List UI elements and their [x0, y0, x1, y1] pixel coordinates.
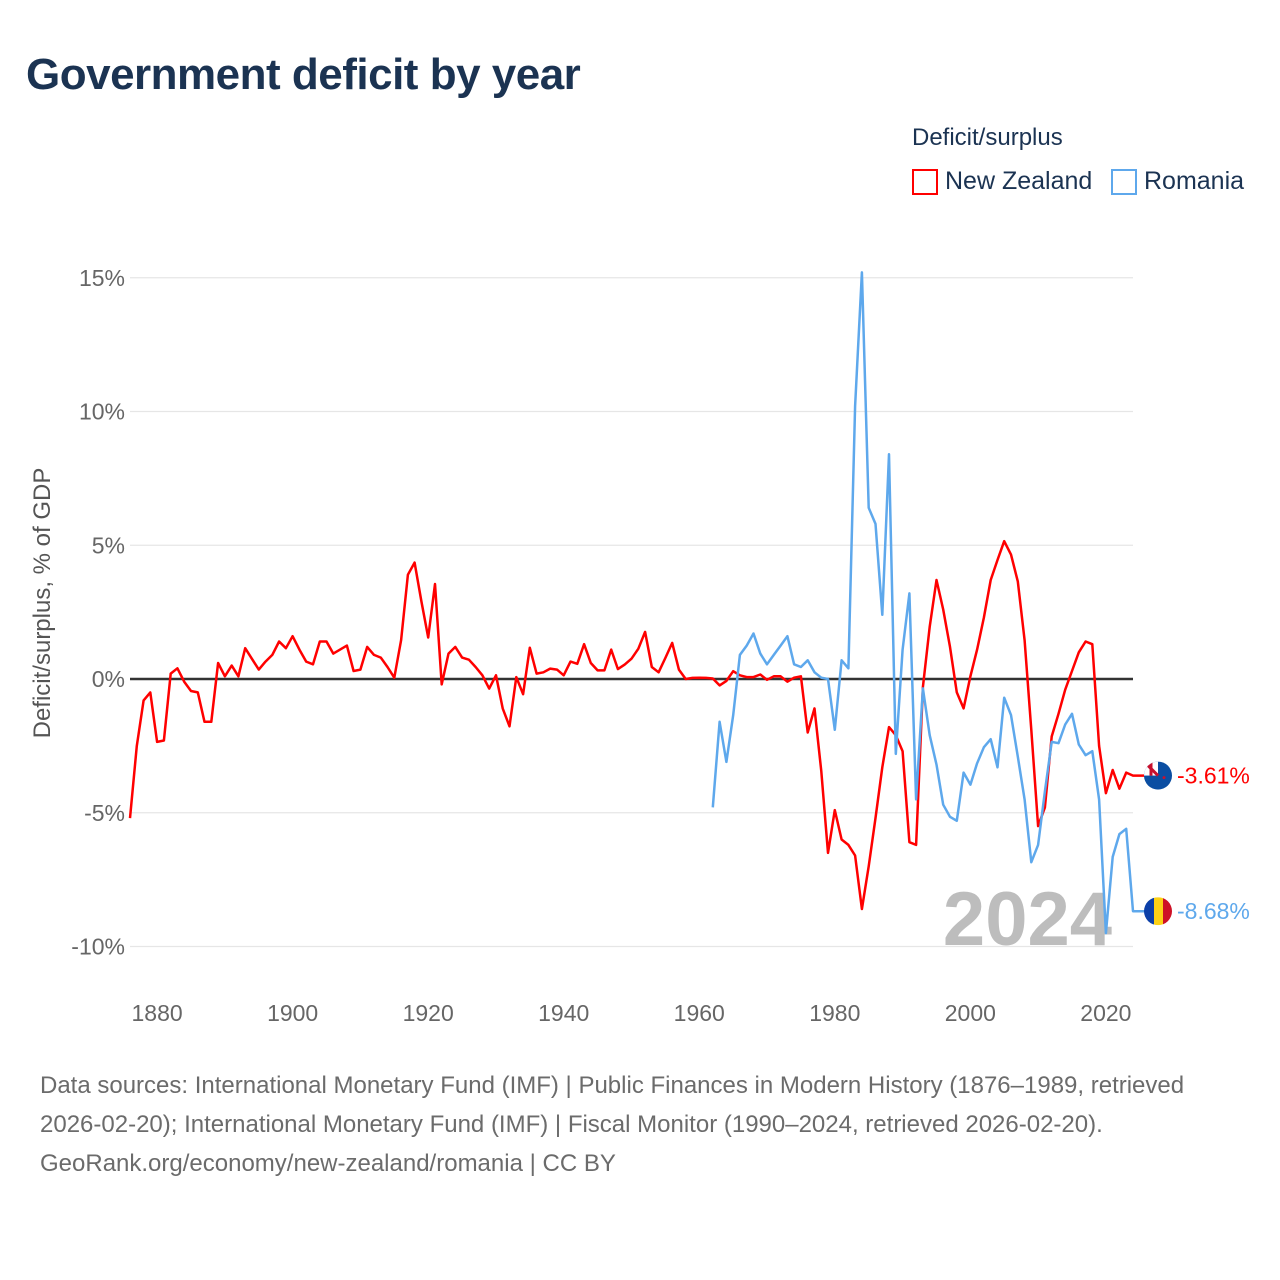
footer: Data sources: International Monetary Fun… [40, 1066, 1240, 1183]
x-tick-label: 1880 [132, 1000, 183, 1026]
legend-label-new-zealand: New Zealand [945, 167, 1093, 195]
legend-label-romania: Romania [1144, 167, 1245, 195]
y-tick-label: 15% [79, 265, 125, 291]
x-tick-label: 1920 [403, 1000, 454, 1026]
data-sources: Data sources: International Monetary Fun… [40, 1072, 1185, 1138]
x-tick-label: 1940 [538, 1000, 589, 1026]
romania-flag-icon [1144, 897, 1172, 926]
legend-item-romania[interactable]: Romania [1111, 167, 1244, 196]
end-value-label: -8.68% [1177, 898, 1250, 924]
x-tick-label: 2000 [945, 1000, 996, 1026]
y-tick-label: -10% [71, 934, 125, 960]
credit-link[interactable]: GeoRank.org/economy/new-zealand/romania … [40, 1150, 616, 1177]
legend-swatch-romania [1111, 168, 1137, 195]
x-tick-label: 1960 [674, 1000, 725, 1026]
y-axis-title: Deficit/surplus, % of GDP [29, 468, 56, 739]
y-tick-label: -5% [84, 800, 125, 826]
series-line-new-zealand [128, 539, 1145, 911]
y-tick-label: 0% [92, 666, 125, 692]
legend-swatch-new-zealand [912, 168, 938, 195]
new-zealand-flag-icon [1144, 761, 1172, 790]
y-tick-label: 10% [79, 399, 125, 425]
x-tick-label: 1900 [267, 1000, 318, 1026]
chart-title: Government deficit by year [26, 50, 581, 99]
series-line-romania [711, 271, 1145, 935]
y-tick-label: 5% [92, 532, 125, 558]
legend-item-new-zealand[interactable]: New Zealand [912, 167, 1092, 196]
x-tick-label: 1980 [809, 1000, 860, 1026]
end-value-label: -3.61% [1177, 763, 1250, 789]
legend-title: Deficit/surplus [912, 124, 1063, 151]
year-overlay: 2024 [943, 877, 1112, 962]
x-tick-label: 2020 [1080, 1000, 1131, 1026]
